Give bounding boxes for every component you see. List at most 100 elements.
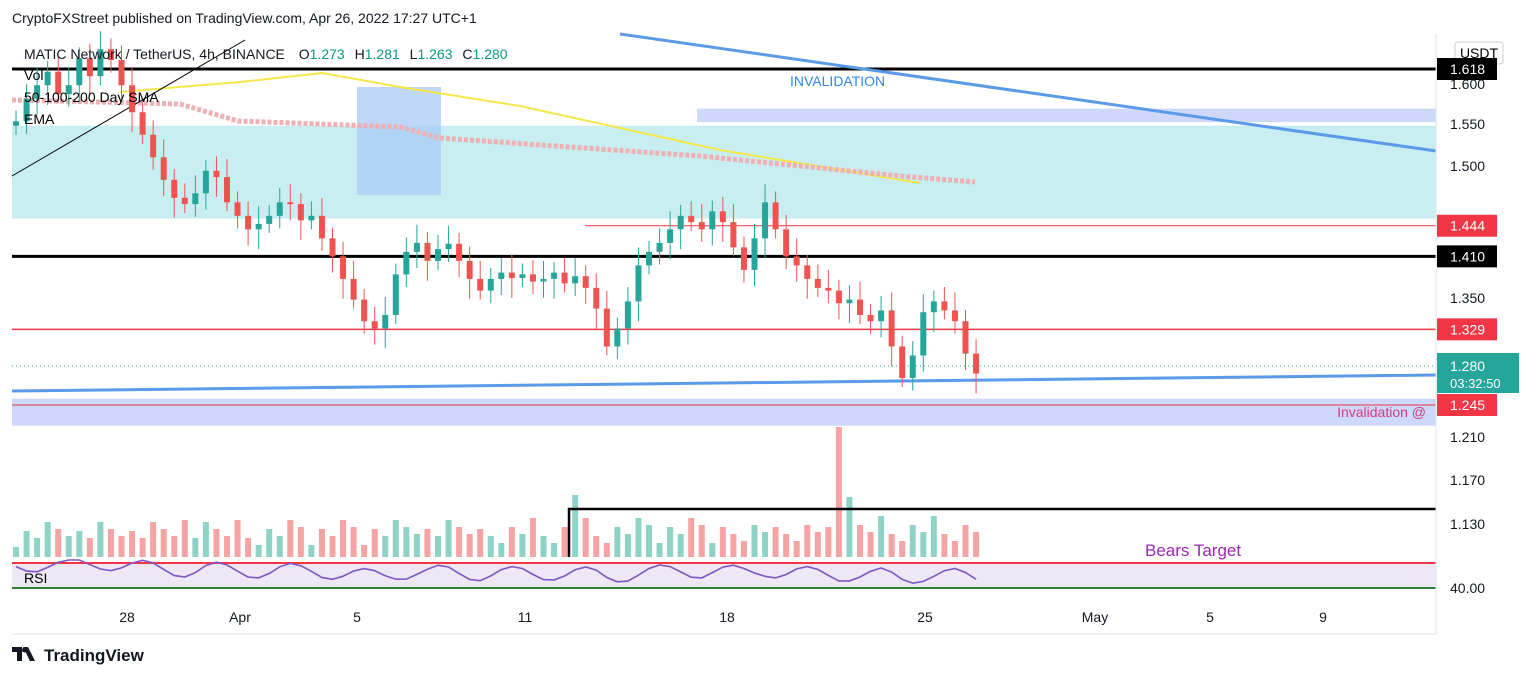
tradingview-logo[interactable]: TradingView (12, 646, 144, 666)
candle-body (171, 179, 178, 198)
y-tick-1.210: 1.210 (1450, 429, 1485, 445)
invalidation-bottom-label: Invalidation @ (1337, 404, 1426, 420)
volume-bar (329, 536, 336, 557)
candle (951, 292, 958, 334)
candle (593, 273, 600, 329)
candle (667, 211, 674, 260)
volume-bar (677, 534, 684, 557)
candle (318, 197, 325, 251)
invalidation-top-label: INVALIDATION (790, 73, 885, 89)
candle (139, 101, 146, 144)
volume-bar (413, 534, 420, 557)
candle (814, 264, 821, 297)
candle (783, 214, 790, 269)
zone-0 (12, 125, 1436, 219)
legend-sma[interactable]: 50-100-200 Day SMA (24, 89, 159, 105)
volume-bar (783, 534, 790, 557)
candle (561, 258, 568, 293)
volume-bar (65, 536, 72, 557)
candle (709, 200, 716, 246)
candle-body (234, 202, 241, 216)
candle (909, 341, 916, 391)
volume-layer (13, 427, 980, 557)
volume-bar (13, 547, 19, 557)
volume-bar (55, 529, 62, 557)
volume-bar (202, 522, 209, 557)
candle-body (424, 242, 431, 261)
volume-bar (466, 534, 473, 557)
candle-body (730, 222, 737, 248)
candle (551, 261, 558, 299)
candle-body (888, 310, 895, 347)
high-label: H (355, 46, 365, 62)
volume-bar (519, 534, 526, 557)
candle (878, 296, 885, 338)
price-chart[interactable]: MATIC Network / TetherUS, 4h, BINANCE O1… (0, 0, 1536, 640)
legend-ema[interactable]: EMA (24, 111, 55, 127)
volume-bar (297, 527, 304, 557)
candle (213, 156, 220, 197)
candle-body (435, 249, 441, 261)
volume-bar (76, 531, 83, 557)
candle (498, 258, 505, 296)
candle-body (920, 312, 927, 356)
candle (466, 246, 473, 299)
candle-body (709, 211, 716, 230)
candle-body (55, 71, 62, 95)
volume-bar (213, 529, 220, 557)
highlight-box (357, 87, 441, 195)
candle (762, 184, 769, 259)
volume-bar (97, 522, 104, 557)
candle (435, 234, 441, 270)
y-tick-1.500: 1.500 (1450, 158, 1485, 174)
volume-bar (825, 527, 832, 557)
candle (224, 159, 230, 212)
legend-rsi[interactable]: RSI (24, 570, 47, 586)
legend-vol[interactable]: Vol (24, 67, 43, 83)
candle-body (139, 112, 146, 135)
candle-body (340, 256, 347, 279)
candle (86, 43, 93, 97)
volume-bar (171, 536, 178, 557)
price-label-1.410: 1.410 (1450, 248, 1485, 264)
candle-body (318, 215, 325, 239)
volume-bar (814, 532, 821, 557)
candle (635, 247, 642, 322)
volume-bar (318, 529, 325, 557)
zone-2 (12, 398, 1436, 426)
moving-averages-layer (11, 71, 976, 185)
x-tick-2: 5 (353, 609, 361, 625)
candle (202, 159, 209, 210)
ema-line (11, 97, 976, 185)
current-price-text: 1.280 (1450, 358, 1485, 374)
candles-layer (13, 31, 980, 394)
candle-body (308, 215, 315, 221)
candle-body (846, 299, 853, 304)
candle-body (297, 204, 304, 221)
volume-bar (667, 527, 674, 557)
candle (34, 67, 41, 115)
volume-bar (34, 538, 41, 557)
candle (192, 175, 199, 217)
candle (297, 193, 304, 241)
x-tick-5: 25 (917, 609, 933, 625)
candle-body (814, 278, 821, 288)
candle (941, 286, 948, 320)
candle (23, 84, 30, 134)
candle (276, 187, 283, 229)
candle-body (614, 328, 621, 347)
volume-bar (508, 527, 515, 557)
candle-body (624, 301, 631, 329)
volume-bar (498, 543, 505, 557)
candle-body (582, 276, 589, 288)
candle-body (899, 346, 906, 378)
candle-body (266, 215, 273, 224)
candle (44, 60, 51, 106)
candle-body (276, 202, 283, 216)
candle-body (825, 287, 832, 291)
legend: MATIC Network / TetherUS, 4h, BINANCE O1… (24, 46, 508, 586)
close-value: 1.280 (473, 46, 508, 62)
candle-body (287, 202, 294, 205)
symbol-name: MATIC Network / TetherUS, 4h, BINANCE (24, 46, 285, 62)
volume-bar (899, 541, 906, 557)
